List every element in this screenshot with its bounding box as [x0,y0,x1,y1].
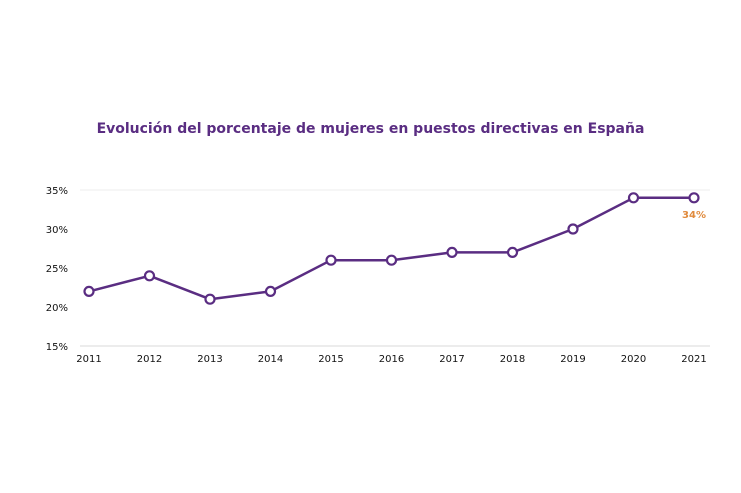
y-axis-labels: 15% 20% 25% 30% 35% [46,186,68,353]
series-layer [83,192,700,305]
data-point [83,285,95,297]
series-line [87,196,696,301]
x-tick-label: 2015 [318,354,343,365]
x-tick-label: 2017 [439,354,464,365]
data-point [567,223,579,235]
x-tick-label: 2012 [137,354,162,365]
data-point [446,246,458,258]
data-point [506,246,519,258]
x-axis-labels: 2011 2012 2013 2014 2015 2016 2017 2018 2019 2020… [76,354,706,365]
x-tick-label: 2020 [621,354,646,365]
x-tick-label: 2013 [197,354,222,365]
data-point [385,254,398,266]
data-point [627,192,640,204]
x-tick-label: 2019 [560,354,585,365]
data-point [204,293,216,305]
data-point [143,270,156,282]
x-tick-label: 2011 [76,354,101,365]
data-point [688,192,700,204]
chart-title: Evolución del porcentaje de mujeres en p… [96,121,645,137]
y-tick-label: 30% [46,225,68,236]
data-label: 34% [682,210,706,221]
annotations-layer: 34% [682,210,706,221]
y-tick-label: 25% [46,264,68,275]
y-tick-label: 15% [46,342,68,353]
x-tick-label: 2016 [379,354,404,365]
data-point [264,285,277,297]
x-tick-label: 2018 [500,354,525,365]
x-tick-label: 2021 [681,354,706,365]
y-tick-label: 35% [46,186,68,197]
x-tick-label: 2014 [258,354,283,365]
data-point [325,254,337,266]
y-tick-label: 20% [46,303,68,314]
chart-axes [80,189,710,347]
